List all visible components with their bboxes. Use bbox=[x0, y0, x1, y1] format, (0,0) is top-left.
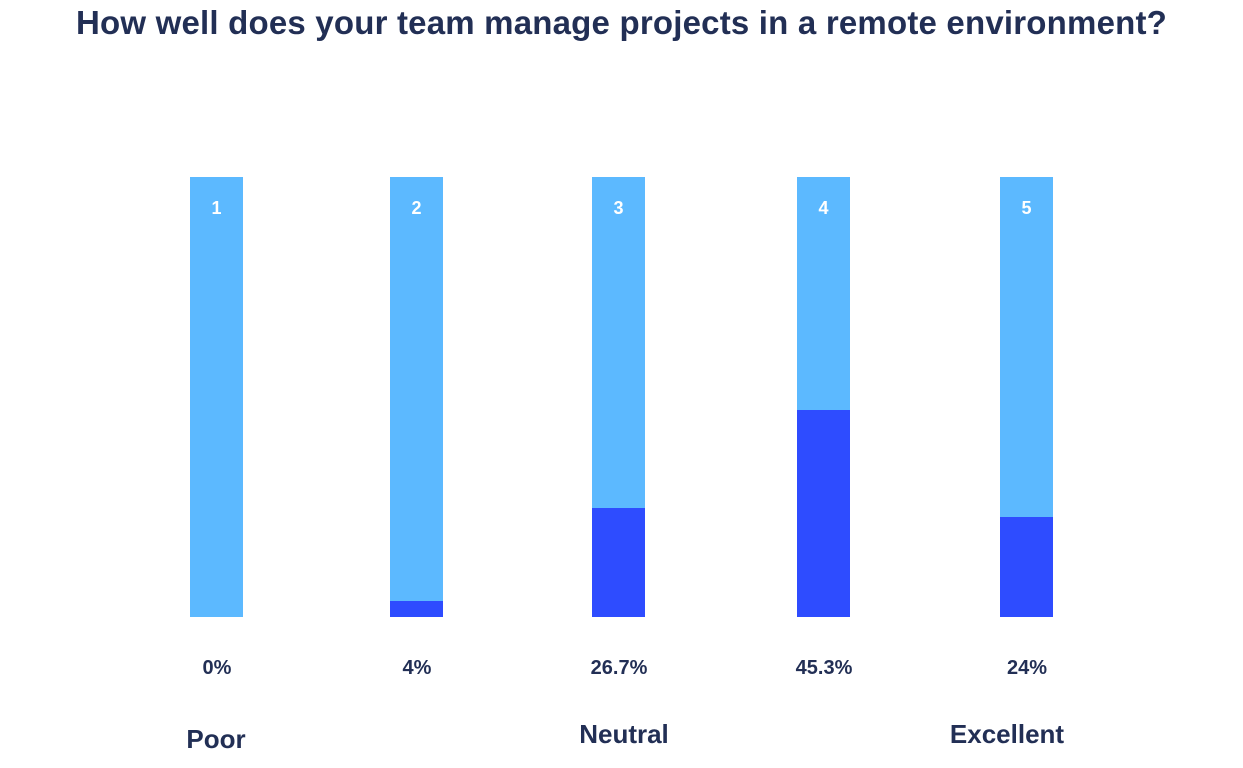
bar-1-value: 0% bbox=[202, 657, 232, 679]
bar-4-label: 4 bbox=[818, 198, 829, 218]
bar-1: 1 bbox=[190, 177, 243, 617]
bar-3-fill bbox=[592, 508, 645, 617]
bar-5-label: 5 bbox=[1021, 198, 1032, 218]
scale-label-neutral: Neutral bbox=[579, 719, 669, 749]
bar-4: 4 bbox=[797, 177, 850, 617]
bar-1-label: 1 bbox=[211, 198, 222, 218]
bar-4-value: 45.3% bbox=[795, 657, 853, 679]
bar-4-fill bbox=[797, 410, 850, 617]
bar-5-value: 24% bbox=[1006, 657, 1048, 679]
scale-label-poor: Poor bbox=[186, 724, 246, 754]
chart-title: How well does your team manage projects … bbox=[75, 4, 1168, 41]
bar-3-label: 3 bbox=[613, 198, 624, 218]
bar-2-label: 2 bbox=[411, 198, 422, 218]
bar-3: 3 bbox=[592, 177, 645, 617]
scale-label-excellent: Excellent bbox=[949, 719, 1065, 749]
bar-2-value: 4% bbox=[402, 657, 432, 679]
bar-2: 2 bbox=[390, 177, 443, 617]
bar-3-value: 26.7% bbox=[590, 657, 648, 679]
bar-2-fill bbox=[390, 601, 443, 617]
bar-5-fill bbox=[1000, 517, 1053, 617]
bar-5: 5 bbox=[1000, 177, 1053, 617]
